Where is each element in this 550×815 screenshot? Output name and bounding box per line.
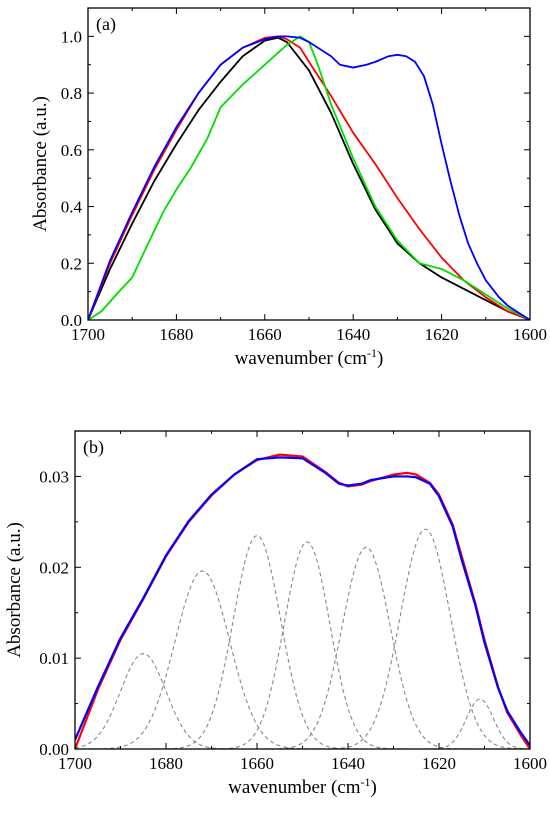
x-tick-label: 1620 [425, 325, 459, 344]
y-tick-label: 0.4 [61, 198, 83, 217]
x-tick-label: 1700 [58, 754, 92, 773]
plot-frame [87, 7, 531, 321]
y-tick-label: 0.03 [39, 467, 69, 486]
y-tick-label: 0.8 [61, 84, 82, 103]
fit-component-line-6 [75, 546, 530, 749]
x-axis-label-superscript: -1 [367, 346, 377, 360]
y-tick-label: 0.2 [61, 254, 82, 273]
x-tick-label: 1600 [513, 325, 547, 344]
x-tick-label: 1640 [331, 754, 365, 773]
x-axis-label-main: wavenumber (cm [235, 348, 368, 369]
series-line-0 [88, 36, 530, 320]
series-line-1 [88, 35, 530, 320]
series-line-0 [75, 453, 530, 749]
y-axis-label: Absorbance (a.u.) [30, 96, 51, 232]
y-tick-label: 0.0 [61, 311, 82, 330]
y-tick-label: 0.00 [39, 740, 69, 759]
x-axis-label-main: wavenumber (cm [228, 777, 361, 798]
x-tick-label: 1600 [513, 754, 547, 773]
fit-component-line-4 [75, 534, 530, 749]
x-tick-label: 1680 [149, 754, 183, 773]
y-tick-label: 0.01 [39, 649, 69, 668]
y-tick-label: 0.02 [39, 558, 69, 577]
panel-label: (b) [83, 437, 104, 458]
series-group [75, 453, 530, 749]
series-line-1 [75, 456, 530, 747]
fit-component-line-5 [75, 541, 530, 749]
x-tick-label: 1640 [336, 325, 370, 344]
x-tick-label: 1700 [71, 325, 105, 344]
fit-component-line-2 [75, 653, 530, 749]
y-tick-label: 0.6 [61, 141, 82, 160]
panel-label: (a) [96, 14, 116, 35]
x-axis-label: wavenumber (cm-1) [228, 775, 377, 798]
plot-frame [74, 430, 531, 750]
x-tick-label: 1620 [422, 754, 456, 773]
series-line-2 [88, 35, 530, 320]
x-tick-label: 1660 [248, 325, 282, 344]
series-group [88, 35, 530, 320]
x-axis-label-end: ) [377, 348, 383, 369]
chart-panel-b: 1700 1680 1660 1640 1620 1600 0.00 0.01 0.02 0.03… [4, 430, 547, 798]
series-line-3 [88, 35, 530, 320]
y-tick-label: 1.0 [61, 27, 82, 46]
chart-panel-a: 1700 1680 1660 1640 1620 1600 0.0 0.2 0.4 0.6 0.8 1… [30, 7, 547, 369]
x-tick-label: 1680 [159, 325, 193, 344]
x-axis-label-end: ) [371, 777, 377, 798]
x-axis-label: wavenumber (cm-1) [235, 346, 384, 369]
fit-component-line-8 [75, 698, 530, 749]
y-axis-label: Absorbance (a.u.) [4, 522, 25, 658]
fit-component-line-7 [75, 528, 530, 749]
x-axis-label-superscript: -1 [361, 775, 371, 789]
x-tick-label: 1660 [240, 754, 274, 773]
